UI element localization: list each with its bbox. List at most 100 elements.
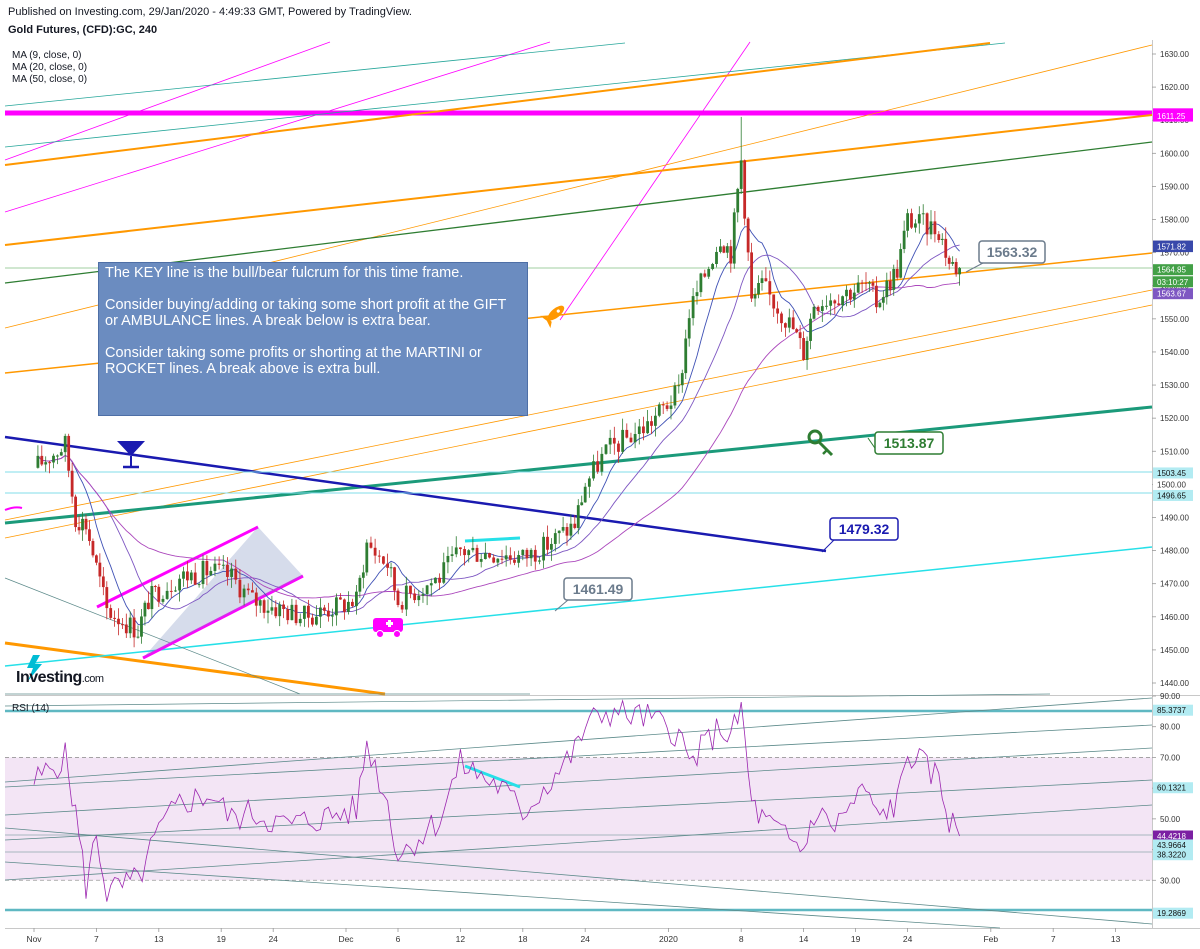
candle-body: [899, 249, 903, 278]
candle-body: [278, 604, 282, 617]
candle-body: [500, 558, 504, 560]
candle-body: [377, 555, 381, 557]
rsi-line-layer: [33, 699, 960, 902]
candle-body: [496, 558, 500, 563]
candle-body: [67, 435, 71, 471]
candle-body: [246, 588, 250, 591]
rsi-overbought-oversold-band: [5, 757, 1152, 881]
candle-body: [479, 559, 483, 562]
candle-body: [161, 598, 165, 602]
candle-body: [650, 421, 653, 426]
candle-body: [954, 262, 958, 275]
price-tick-label: 1630.00: [1160, 50, 1189, 59]
candle-body: [132, 617, 136, 638]
candle-body: [937, 234, 941, 240]
candle-body: [311, 617, 314, 625]
candle-body: [335, 597, 338, 616]
candle-body: [454, 547, 458, 555]
candle-body: [852, 292, 856, 300]
candle-body: [711, 264, 714, 270]
candle-body: [837, 303, 841, 306]
candle-body: [186, 571, 189, 581]
candle-body: [739, 160, 743, 189]
key-tooth: [822, 449, 828, 455]
candle-body: [209, 570, 213, 576]
candle-body: [715, 251, 718, 265]
candle-body: [633, 434, 637, 443]
date-tick-label: 24: [903, 934, 913, 944]
candle-body: [98, 562, 102, 577]
triangle-upper-line: [96, 525, 259, 609]
candle-body: [189, 572, 193, 581]
rsi-axis-tag: [1153, 830, 1193, 842]
candle-body: [764, 278, 768, 282]
candle-body: [829, 300, 833, 306]
price-axis-tag-text: 1611.25: [1157, 112, 1186, 121]
candle-body: [286, 609, 290, 621]
candle-body: [347, 601, 350, 612]
candle-body: [787, 317, 791, 328]
investing-logo: Investing.com: [16, 669, 104, 687]
date-tick-label: 6: [396, 934, 401, 944]
teal-fan-line-1: [4, 42, 626, 107]
candle-body: [722, 246, 726, 253]
rocket-body: [547, 305, 565, 321]
date-tick-label: 7: [94, 934, 99, 944]
symbol-title: Gold Futures, (CFD):GC, 240: [8, 24, 158, 36]
candle-body: [150, 586, 154, 610]
candle-body: [841, 296, 844, 306]
candle-body: [425, 585, 429, 595]
date-tick-label: Dec: [338, 934, 354, 944]
candle-body: [421, 594, 425, 596]
candle-body: [197, 584, 201, 586]
candle-body: [625, 429, 629, 438]
key-icon: [807, 429, 834, 457]
axes: 1440.001450.001460.001470.001480.001490.…: [26, 50, 1193, 944]
candle-body: [795, 329, 799, 333]
ma-20-legend[interactable]: MA (20, close, 0): [12, 62, 88, 73]
candle-body: [386, 563, 389, 568]
candle-body: [136, 636, 140, 638]
candle-body: [242, 588, 246, 598]
orange-channel-upper: [4, 114, 1153, 246]
candle-body: [871, 282, 875, 286]
ma-9-legend[interactable]: MA (9, close, 0): [12, 50, 82, 61]
candle-body: [59, 452, 63, 456]
analysis-note[interactable]: The KEY line is the bull/bear fulcrum fo…: [98, 262, 528, 416]
date-tick-label: 19: [851, 934, 861, 944]
candle-body: [906, 213, 909, 231]
candle-body: [669, 405, 673, 409]
candle-body: [557, 530, 561, 534]
rsi-title[interactable]: RSI (14): [12, 703, 50, 714]
candle-body: [282, 604, 285, 610]
candle-body: [109, 608, 113, 618]
ma-50-legend[interactable]: MA (50, close, 0): [12, 74, 88, 85]
candle-body: [546, 536, 549, 550]
candle-body: [673, 385, 677, 406]
magenta-fan-line-2: [4, 41, 331, 161]
candle-body: [373, 547, 377, 556]
candle-body: [251, 590, 254, 593]
price-tick-label: 1520.00: [1160, 414, 1189, 423]
rsi-fan-line-5: [4, 779, 1153, 841]
magenta-fan-line-1: [4, 41, 551, 213]
rocket-icon: [540, 305, 565, 329]
price-tick-label: 1460.00: [1160, 613, 1189, 622]
orange-gift-line: [4, 641, 386, 696]
candle-body: [226, 564, 229, 577]
key-shaft: [817, 440, 834, 457]
date-tick-label: 12: [456, 934, 466, 944]
candle-body: [596, 461, 600, 472]
candle-body: [750, 252, 753, 299]
candle-body: [307, 605, 310, 618]
candle-body: [355, 591, 358, 607]
candle-body: [617, 443, 620, 452]
candle-body: [917, 214, 921, 224]
candle-body: [113, 617, 116, 619]
candle-body: [140, 616, 143, 637]
rsi-axis-tag: [1153, 782, 1193, 794]
martini-icon: [117, 441, 145, 469]
callout-pointer: [965, 262, 984, 273]
candle-body: [703, 273, 707, 277]
